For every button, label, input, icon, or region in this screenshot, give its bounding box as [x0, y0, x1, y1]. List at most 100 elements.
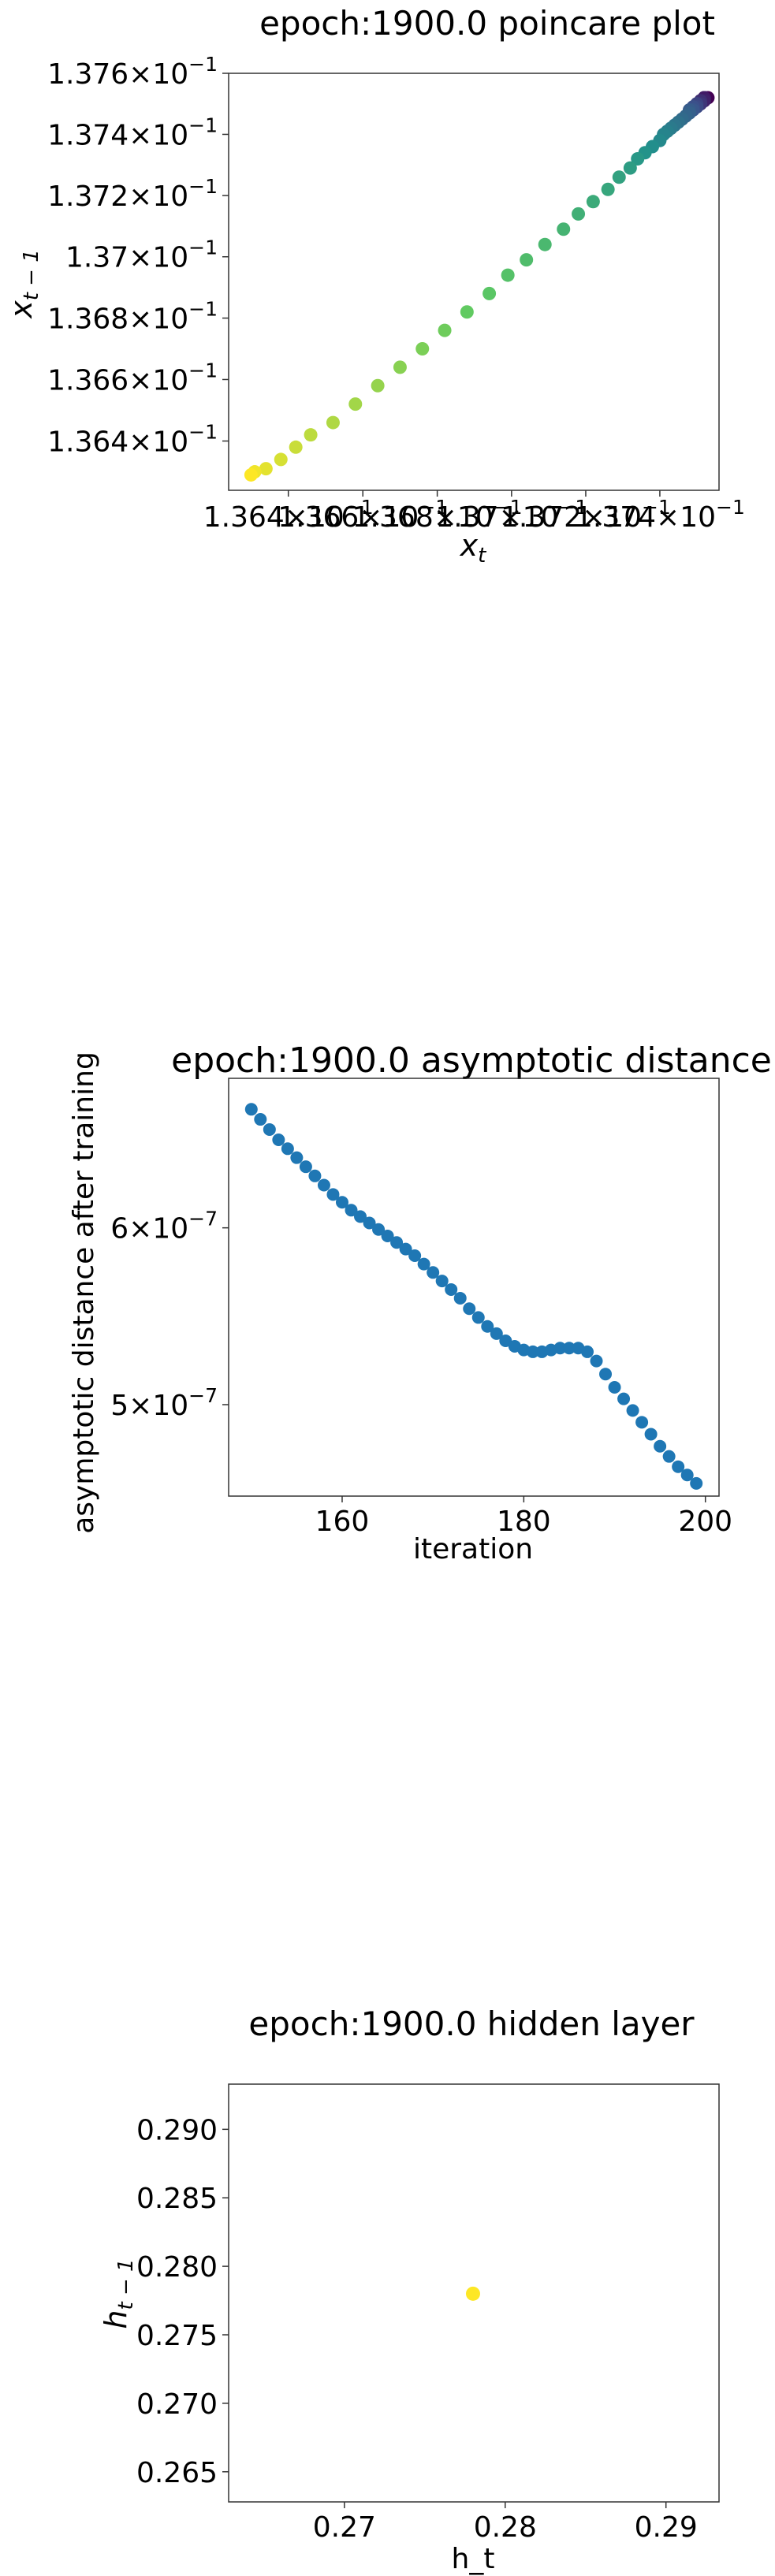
data-point: [526, 1345, 539, 1358]
data-point: [483, 286, 497, 300]
x-tick-label: 0.28: [474, 2511, 537, 2544]
y-axis-ticks: 1.364×10−1 1.366×10−1 1.368×10−1 1.37×10−1 1…: [47, 53, 229, 458]
data-point: [345, 1204, 358, 1217]
y-tick-label: 0.270: [136, 2388, 218, 2421]
asymptotic-distance-chart: epoch:1900.0 asymptotic distance 6×10−7 5…: [68, 1040, 772, 1565]
x-axis-label: iteration: [413, 1533, 533, 1565]
x-tick-label: 0.29: [635, 2511, 698, 2544]
data-point: [690, 1476, 703, 1490]
chart-title: epoch:1900.0 hidden layer: [248, 2005, 695, 2043]
data-point: [626, 1404, 639, 1417]
data-point: [499, 1335, 512, 1348]
y-tick-label: 1.368×10−1: [47, 298, 218, 336]
data-point: [445, 1282, 458, 1296]
data-point: [435, 1275, 449, 1288]
data-point: [672, 1460, 685, 1473]
y-tick-label: 1.374×10−1: [47, 114, 218, 151]
x-tick-label: 1.374×10−1: [575, 496, 745, 534]
x-tick-label: 1.368×10−1: [352, 496, 523, 534]
data-point: [601, 182, 615, 196]
x-tick-label: 160: [315, 1506, 370, 1538]
x-axis-ticks: 1.364×10−11.366×10−11.368×10−11.37×10−11…: [203, 490, 745, 534]
y-tick-label: 6×10−7: [110, 1208, 218, 1245]
y-axis-ticks: 0.265 0.270 0.275 0.280 0.285 0.290: [136, 2114, 229, 2489]
data-point: [580, 1345, 594, 1358]
y-tick-label: 0.265: [136, 2457, 218, 2489]
data-point: [471, 1311, 485, 1324]
data-point: [274, 452, 288, 467]
data-point: [290, 1151, 304, 1164]
data-point: [644, 1428, 658, 1441]
data-point: [538, 237, 552, 251]
data-point: [562, 1342, 576, 1355]
x-tick-label: 180: [497, 1506, 551, 1538]
data-point: [465, 2286, 480, 2301]
y-tick-label: 0.285: [136, 2183, 218, 2215]
data-point: [501, 268, 515, 282]
y-tick-label: 1.372×10−1: [47, 175, 218, 213]
x-tick-label: 1.37×10−1: [435, 496, 587, 534]
plot-frame: [228, 1078, 720, 1497]
y-tick-label: 0.290: [136, 2114, 218, 2146]
plot-frame: [228, 73, 720, 491]
data-point: [289, 440, 303, 454]
data-point: [393, 360, 407, 374]
data-point: [308, 1169, 322, 1182]
data-point: [259, 462, 273, 476]
data-point: [371, 378, 385, 393]
data-points: [465, 2286, 480, 2301]
chart-title: epoch:1900.0 poincare plot: [259, 4, 715, 43]
data-point: [463, 1302, 476, 1316]
x-tick-label: 0.27: [313, 2511, 376, 2544]
x-tick-label: 1.372×10−1: [501, 496, 671, 534]
data-point: [417, 1257, 430, 1271]
data-point: [263, 1122, 276, 1136]
y-tick-label: 1.376×10−1: [47, 53, 218, 91]
data-point: [654, 1439, 667, 1453]
data-point: [244, 1103, 258, 1116]
poincare-plot-chart: epoch:1900.0 poincare plot 1.364×10−11.3…: [4, 4, 745, 568]
data-point: [599, 1368, 613, 1381]
x-axis-label: xt: [460, 528, 487, 568]
data-point: [415, 341, 430, 356]
data-point: [244, 467, 258, 482]
data-point: [326, 1188, 340, 1201]
data-point: [381, 1229, 394, 1242]
x-axis-ticks: 0.27 0.28 0.29: [313, 2502, 698, 2544]
data-point: [662, 1450, 676, 1463]
data-point: [617, 1392, 631, 1405]
data-point: [453, 1291, 467, 1305]
data-point: [317, 1178, 330, 1192]
data-point: [281, 1142, 294, 1156]
y-axis-label: asymptotic distance after training: [68, 1052, 100, 1534]
data-point: [272, 1133, 285, 1146]
data-point: [557, 222, 571, 236]
y-tick-label: 5×10−7: [110, 1384, 218, 1422]
y-tick-label: 1.366×10−1: [47, 359, 218, 396]
hidden-layer-chart: epoch:1900.0 hidden layer 0.265 0.270 0.27…: [99, 2005, 720, 2575]
y-axis-label: xt − 1: [4, 249, 43, 319]
data-point: [438, 323, 452, 337]
data-point: [553, 1342, 567, 1355]
data-point: [354, 1210, 367, 1223]
data-point: [427, 1266, 440, 1279]
data-point: [586, 195, 600, 209]
data-point: [635, 1416, 649, 1429]
y-tick-label: 0.275: [136, 2320, 218, 2352]
data-point: [490, 1327, 503, 1340]
data-point: [612, 170, 626, 184]
data-point: [460, 305, 474, 319]
x-tick-label: 1.366×10−1: [278, 496, 448, 534]
plot-frame: [228, 2083, 720, 2503]
y-tick-label: 1.37×10−1: [65, 236, 218, 274]
data-point: [572, 207, 586, 221]
x-axis-label: h_t: [452, 2543, 495, 2575]
data-point: [348, 397, 363, 411]
chart-title: epoch:1900.0 asymptotic distance: [171, 1040, 772, 1081]
data-points: [244, 1103, 703, 1490]
data-point: [326, 415, 340, 430]
data-point: [399, 1242, 412, 1256]
y-axis-ticks: 6×10−7 5×10−7: [110, 1208, 229, 1422]
data-point: [254, 1113, 267, 1126]
x-tick-label: 200: [678, 1506, 732, 1538]
